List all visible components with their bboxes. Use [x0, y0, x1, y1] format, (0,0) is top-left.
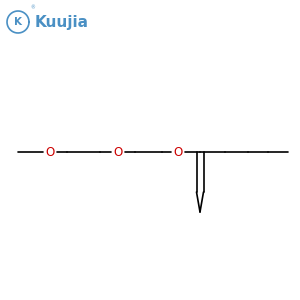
Text: O: O	[45, 146, 55, 158]
Text: ®: ®	[30, 5, 35, 10]
Text: O: O	[113, 146, 123, 158]
Text: O: O	[173, 146, 183, 158]
Text: K: K	[14, 17, 22, 27]
Text: Kuujia: Kuujia	[35, 14, 89, 29]
